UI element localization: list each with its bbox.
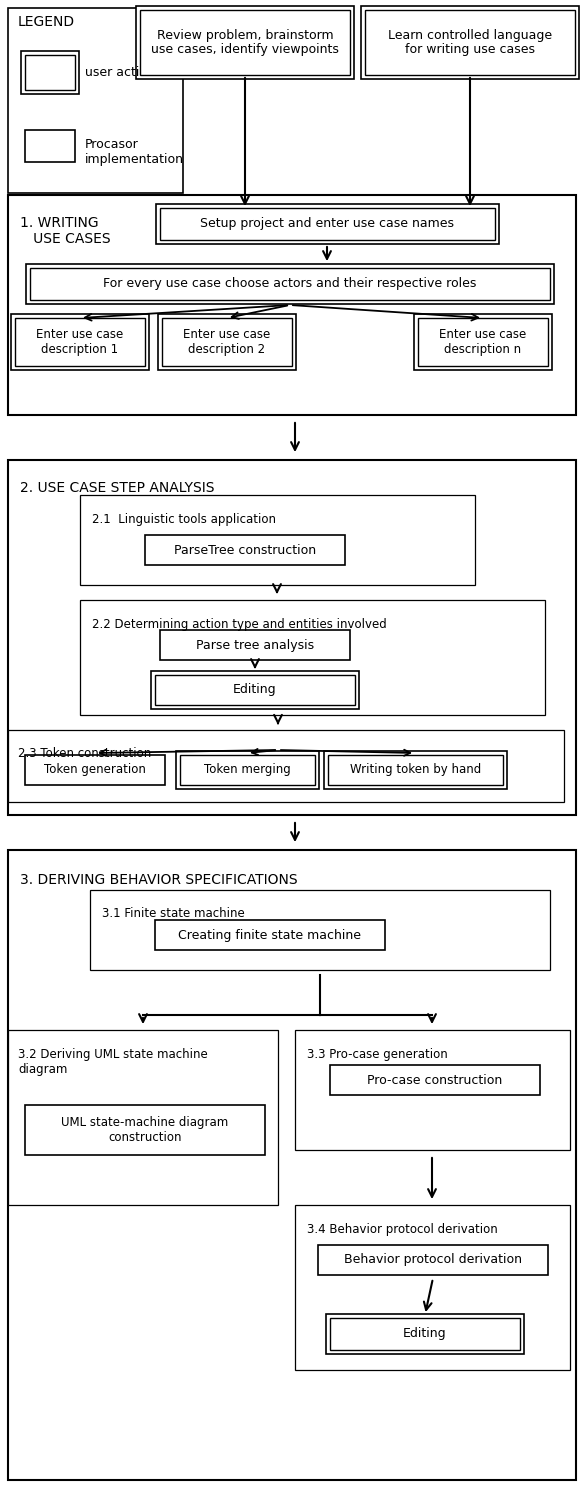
Text: 1. WRITING
   USE CASES: 1. WRITING USE CASES (20, 217, 110, 247)
Text: Enter use case
description n: Enter use case description n (439, 329, 527, 356)
Bar (180, 754, 315, 784)
Bar (162, 318, 292, 366)
Bar (80, 495, 475, 586)
Bar (155, 675, 355, 705)
Text: 3.3 Pro-case generation: 3.3 Pro-case generation (307, 1047, 448, 1061)
Bar (80, 601, 545, 716)
Text: Behavior protocol derivation: Behavior protocol derivation (344, 1253, 522, 1267)
Bar (176, 751, 319, 789)
Text: 2.3 Token construction: 2.3 Token construction (18, 747, 151, 760)
Text: Editing: Editing (233, 683, 277, 696)
Text: 3.1 Finite state machine: 3.1 Finite state machine (102, 907, 245, 920)
Bar (330, 1065, 540, 1095)
Bar (414, 314, 552, 371)
Bar (361, 6, 579, 79)
Text: Review problem, brainstorm
use cases, identify viewpoints: Review problem, brainstorm use cases, id… (151, 28, 339, 57)
Bar (136, 6, 354, 79)
Bar (140, 10, 350, 75)
Bar (324, 751, 507, 789)
Bar (8, 460, 576, 816)
Text: Writing token by hand: Writing token by hand (350, 763, 481, 777)
Text: Enter use case
description 1: Enter use case description 1 (36, 329, 124, 356)
Text: ParseTree construction: ParseTree construction (174, 544, 316, 556)
Bar (145, 535, 345, 565)
Text: For every use case choose actors and their respective roles: For every use case choose actors and the… (103, 278, 477, 290)
Bar (418, 318, 548, 366)
Bar (8, 1029, 278, 1206)
Bar (156, 205, 499, 244)
Text: user action: user action (85, 66, 155, 79)
Text: 2.1  Linguistic tools application: 2.1 Linguistic tools application (92, 512, 276, 526)
Text: Learn controlled language
for writing use cases: Learn controlled language for writing us… (388, 28, 552, 57)
Text: Parse tree analysis: Parse tree analysis (196, 638, 314, 651)
Bar (295, 1029, 570, 1150)
Bar (330, 1318, 520, 1351)
Text: Pro-case construction: Pro-case construction (367, 1074, 503, 1086)
Text: Enter use case
description 2: Enter use case description 2 (183, 329, 270, 356)
Bar (328, 754, 503, 784)
Text: UML state-machine diagram
construction: UML state-machine diagram construction (61, 1116, 228, 1144)
Text: Token generation: Token generation (44, 763, 146, 777)
Bar (25, 1106, 265, 1155)
Text: LEGEND: LEGEND (18, 15, 75, 28)
Bar (90, 890, 550, 970)
Bar (21, 51, 79, 94)
Bar (25, 754, 165, 784)
Text: 2. USE CASE STEP ANALYSIS: 2. USE CASE STEP ANALYSIS (20, 481, 214, 495)
Bar (8, 7, 183, 193)
Bar (8, 850, 576, 1481)
Bar (15, 318, 145, 366)
Bar (8, 196, 576, 415)
Bar (365, 10, 575, 75)
Bar (160, 208, 495, 241)
Text: 3.2 Deriving UML state machine
diagram: 3.2 Deriving UML state machine diagram (18, 1047, 208, 1076)
Text: Procasor
implementation: Procasor implementation (85, 137, 184, 166)
Text: 2.2 Determining action type and entities involved: 2.2 Determining action type and entities… (92, 619, 387, 630)
Text: Editing: Editing (403, 1328, 447, 1340)
Bar (25, 130, 75, 161)
Bar (26, 264, 554, 303)
Bar (295, 1206, 570, 1370)
Text: Token merging: Token merging (204, 763, 291, 777)
Bar (11, 314, 149, 371)
Bar (151, 671, 359, 710)
Text: Creating finite state machine: Creating finite state machine (179, 928, 361, 941)
Bar (326, 1315, 524, 1354)
Text: 3. DERIVING BEHAVIOR SPECIFICATIONS: 3. DERIVING BEHAVIOR SPECIFICATIONS (20, 872, 298, 887)
Text: 3.4 Behavior protocol derivation: 3.4 Behavior protocol derivation (307, 1224, 498, 1236)
Bar (158, 314, 296, 371)
Bar (25, 55, 75, 90)
Bar (318, 1245, 548, 1274)
Text: Setup project and enter use case names: Setup project and enter use case names (200, 218, 454, 230)
Bar (30, 267, 550, 300)
Bar (8, 731, 564, 802)
Bar (155, 920, 385, 950)
Bar (160, 630, 350, 660)
